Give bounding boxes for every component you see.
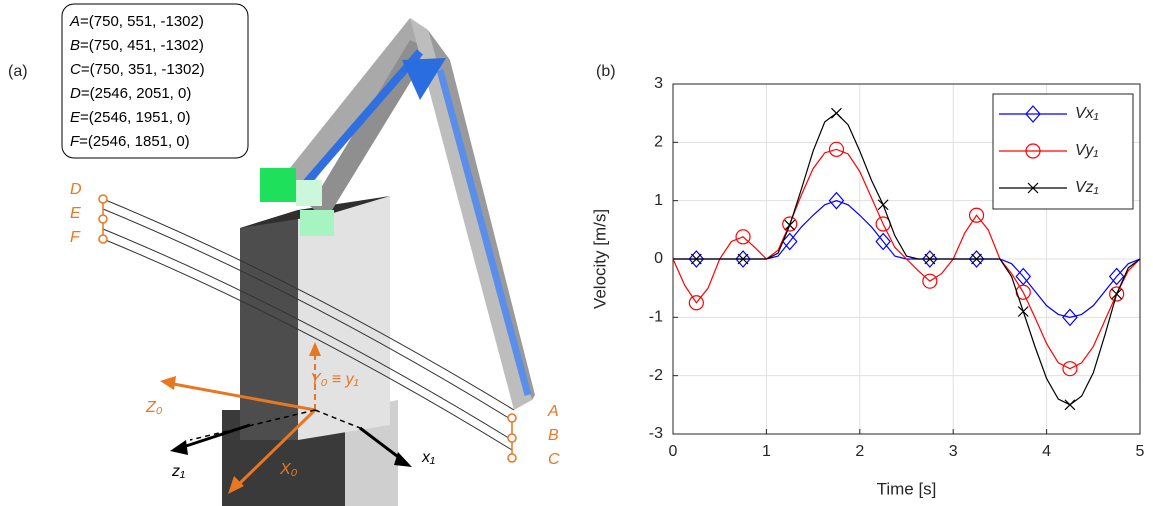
point-label: F [70, 229, 81, 246]
y-tick-label: -3 [649, 425, 663, 442]
point-value: =(750, 451, -1302) [80, 37, 204, 54]
x-tick-label: 0 [669, 443, 678, 460]
x-axis-label: Time [s] [877, 479, 937, 498]
point-value: =(750, 351, -1302) [81, 61, 205, 78]
axis-label: X₀ [279, 461, 298, 478]
robot-illustration [62, 4, 535, 506]
point-name: D [70, 85, 81, 102]
x-tick-label: 1 [762, 443, 771, 460]
panel-label: (b) [596, 63, 616, 80]
y-tick-label: 3 [654, 75, 663, 92]
point-coordinate: D=(2546, 2051, 0) [70, 85, 191, 102]
figure: (a) Y₀ ≡ y₁ Z₀ X₀ z₁ x₁ A=(750, 551, -13… [0, 0, 1153, 506]
legend-label: Vz₁ [1075, 179, 1099, 196]
point-label: B [548, 427, 559, 444]
x-tick-label: 4 [1042, 443, 1051, 460]
point-coordinate: E=(2546, 1951, 0) [70, 109, 191, 126]
panel-label: (a) [8, 63, 28, 80]
y-tick-label: 1 [654, 192, 663, 209]
point-label: D [70, 181, 82, 198]
point-name: A [69, 13, 80, 30]
x-tick-label: 5 [1136, 443, 1145, 460]
y-tick-label: -1 [649, 309, 663, 326]
legend-label: Vy₁ [1075, 142, 1098, 159]
legend-label: Vx₁ [1075, 105, 1099, 122]
y-tick-label: 0 [654, 250, 663, 267]
y-tick-label: 2 [654, 134, 663, 151]
point-label: C [548, 451, 560, 468]
point-label: E [70, 205, 81, 222]
point-value: =(2546, 2051, 0) [81, 85, 192, 102]
point-value: =(2546, 1851, 0) [79, 133, 190, 150]
point-coordinate: F=(2546, 1851, 0) [70, 133, 190, 150]
point-coordinate: A=(750, 551, -1302) [69, 13, 204, 30]
point-value: =(750, 551, -1302) [80, 13, 204, 30]
axis-label: z₁ [171, 463, 185, 480]
axis-label: Z₀ [145, 399, 163, 416]
point-name: B [70, 37, 80, 54]
axis-label: x₁ [421, 449, 435, 466]
y-tick-label: -2 [649, 367, 663, 384]
x-tick-label: 3 [949, 443, 958, 460]
point-name: C [70, 61, 81, 78]
axis-label: Y₀ ≡ y₁ [310, 371, 359, 388]
y-axis-label: Velocity [m/s] [590, 209, 609, 309]
point-coordinate: C=(750, 351, -1302) [70, 61, 205, 78]
point-value: =(2546, 1951, 0) [80, 109, 191, 126]
x-tick-label: 2 [855, 443, 864, 460]
point-coordinate: B=(750, 451, -1302) [70, 37, 204, 54]
point-label: A [547, 403, 559, 420]
